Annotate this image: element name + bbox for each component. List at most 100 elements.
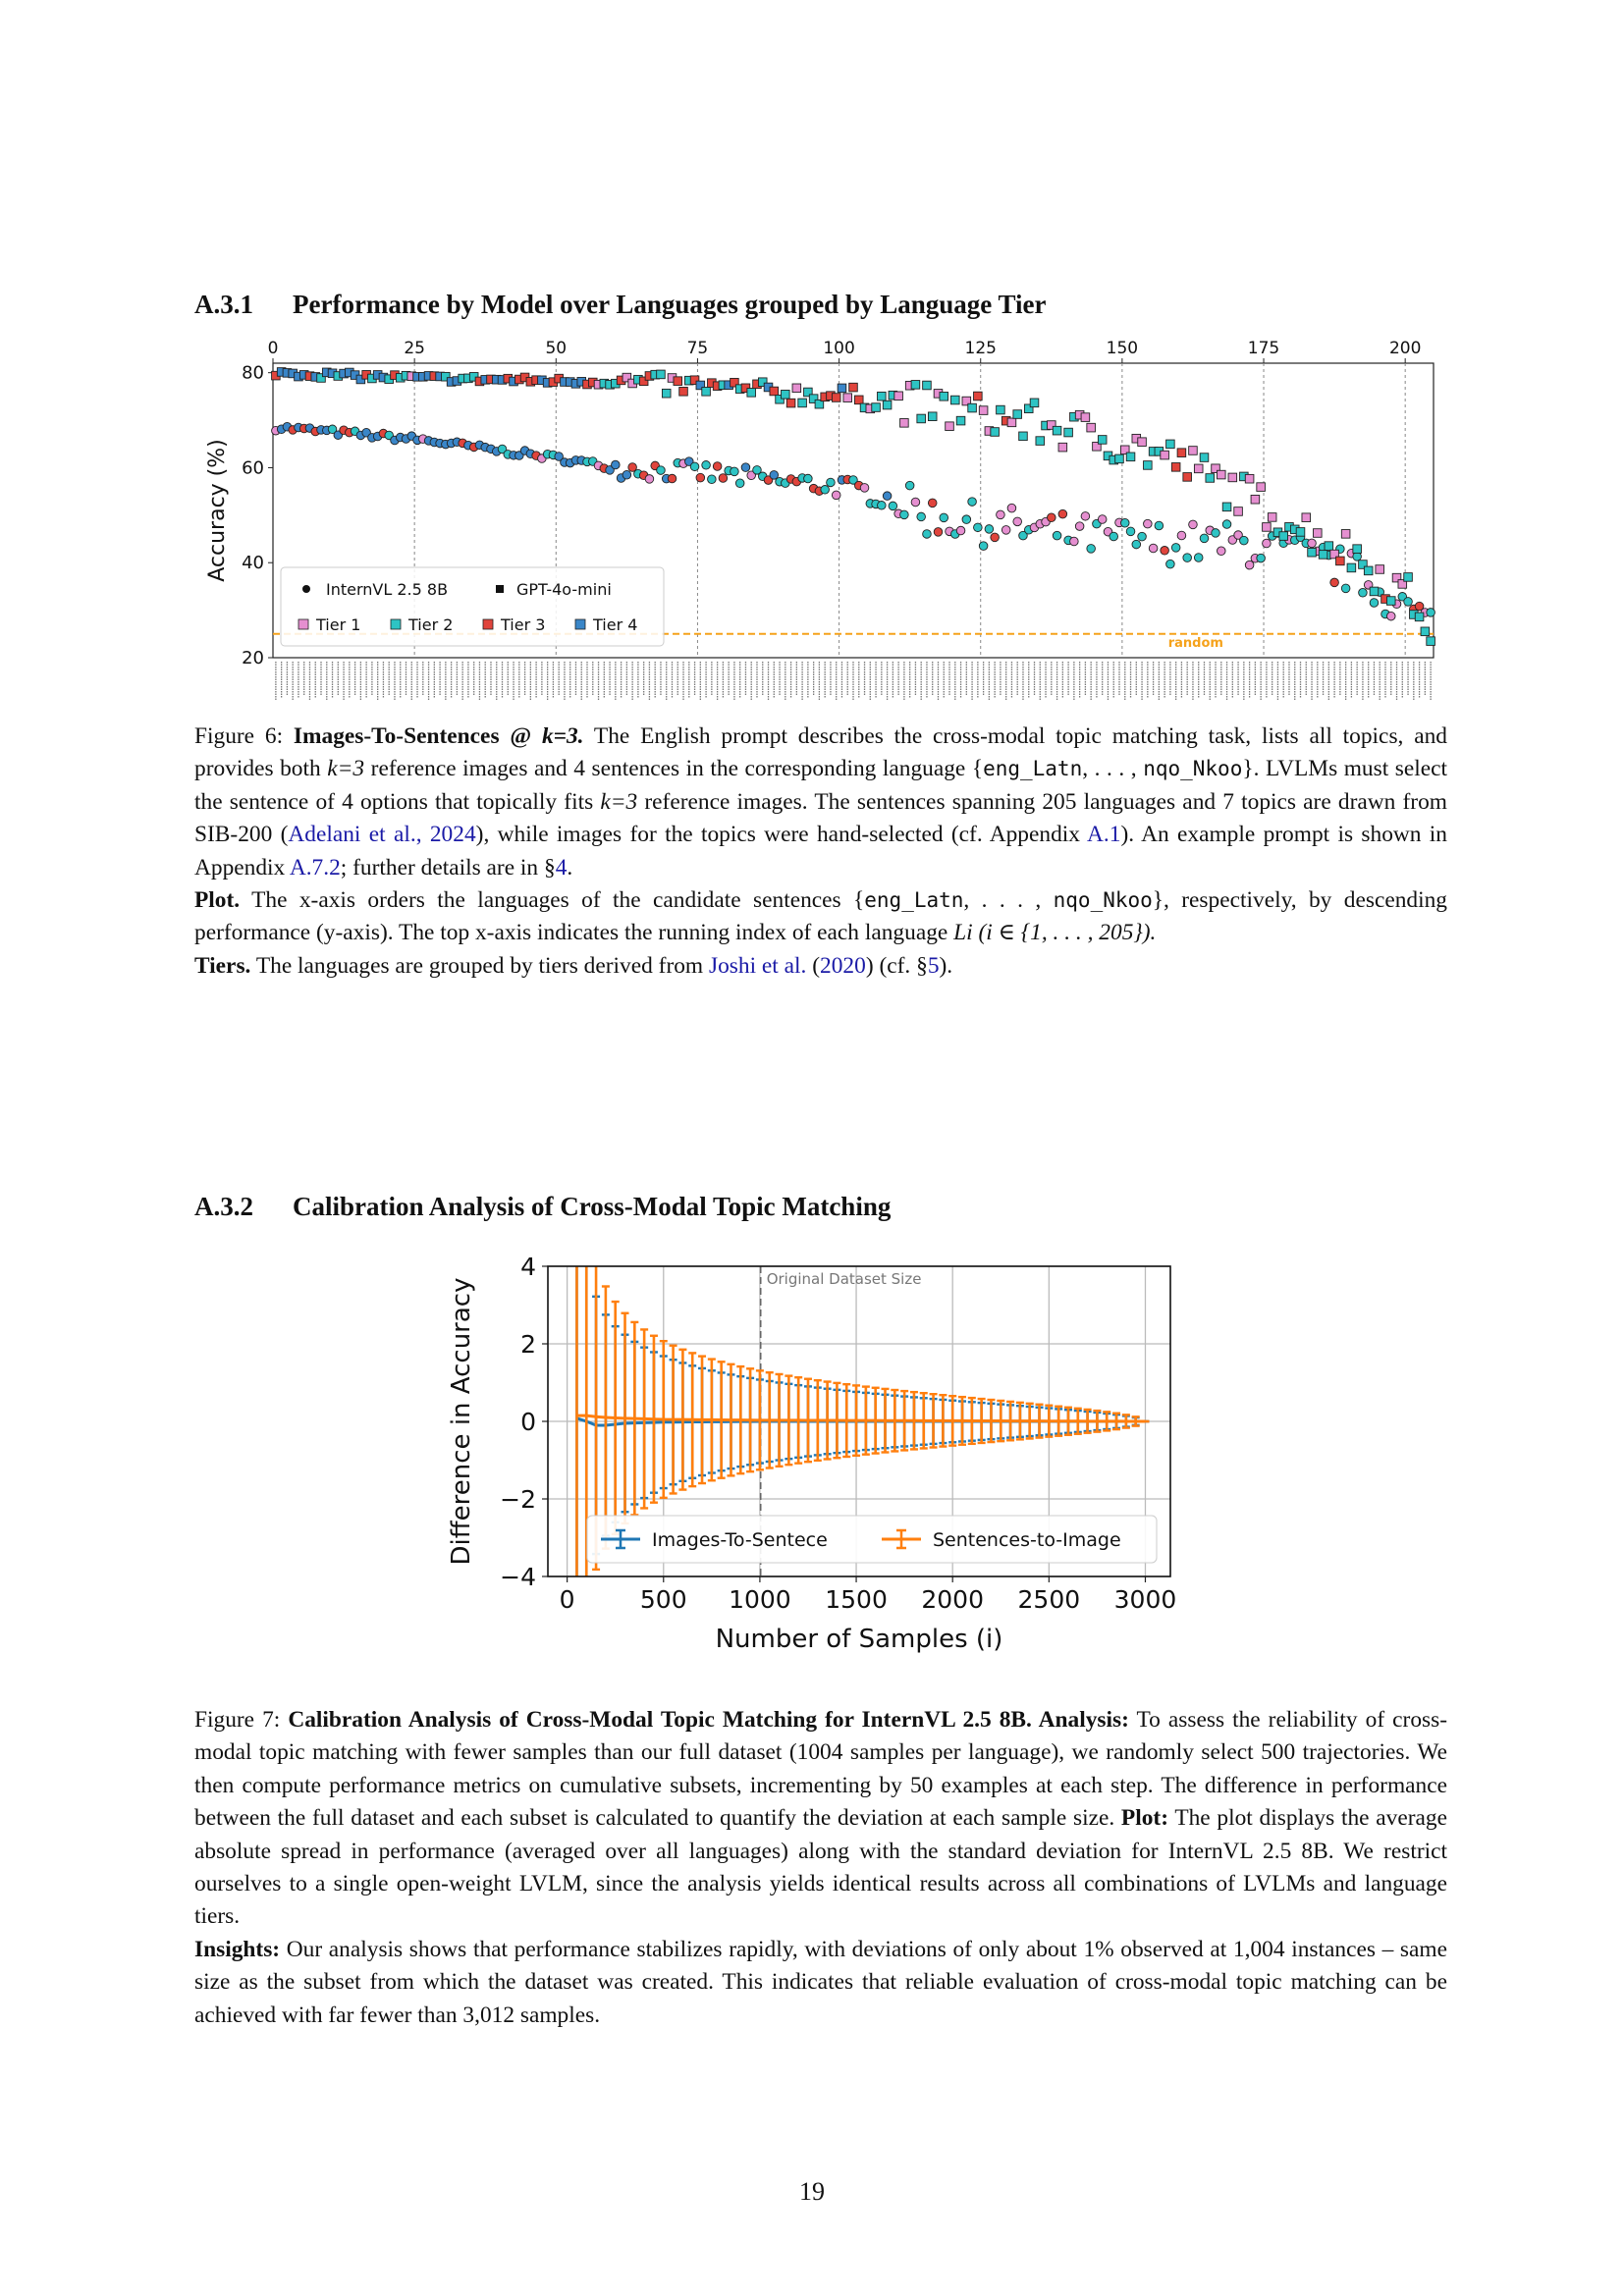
legend-marker-tier bbox=[482, 618, 494, 630]
point-internvl bbox=[1262, 538, 1272, 549]
caption-math: Li (i ∈ {1, . . . , 205}). bbox=[953, 920, 1157, 946]
point-gpt4omini bbox=[1012, 409, 1022, 419]
citation-link[interactable]: 2020 bbox=[820, 952, 866, 979]
point-gpt4omini bbox=[1221, 502, 1232, 512]
top-tick-label: 150 bbox=[1107, 339, 1138, 358]
point-gpt4omini bbox=[899, 418, 909, 428]
point-internvl bbox=[803, 473, 813, 484]
y-tick-label: 40 bbox=[242, 553, 264, 573]
point-gpt4omini bbox=[1397, 579, 1408, 589]
top-tick-label: 125 bbox=[965, 339, 997, 358]
point-gpt4omini bbox=[757, 377, 768, 387]
y-axis-label: Difference in Accuracy bbox=[447, 1278, 476, 1566]
point-internvl bbox=[1120, 518, 1130, 528]
point-internvl bbox=[1109, 531, 1118, 542]
point-internvl bbox=[644, 474, 655, 484]
point-internvl bbox=[1307, 538, 1317, 549]
series-line-1 bbox=[576, 1414, 1146, 1423]
point-internvl bbox=[1217, 546, 1226, 556]
caption-code: eng_Latn bbox=[983, 757, 1083, 781]
point-gpt4omini bbox=[1346, 562, 1357, 573]
point-gpt4omini bbox=[1120, 445, 1130, 455]
point-internvl bbox=[611, 459, 621, 470]
point-gpt4omini bbox=[1029, 398, 1040, 408]
point-gpt4omini bbox=[1086, 422, 1096, 433]
point-internvl bbox=[877, 501, 887, 510]
section-title: Performance by Model over Languages grou… bbox=[293, 290, 1047, 319]
top-tick-label: 175 bbox=[1248, 339, 1279, 358]
point-gpt4omini bbox=[973, 391, 983, 401]
appendix-link[interactable]: A.7.2 bbox=[289, 854, 341, 881]
point-internvl bbox=[978, 541, 989, 551]
caption-text: , . . . , bbox=[1082, 756, 1144, 782]
point-gpt4omini bbox=[1250, 494, 1261, 505]
x-tick-label: 2500 bbox=[1018, 1585, 1081, 1614]
y-tick-label: −2 bbox=[500, 1485, 536, 1514]
point-internvl bbox=[712, 461, 723, 471]
top-tick-label: 0 bbox=[268, 339, 279, 358]
point-gpt4omini bbox=[1324, 541, 1334, 551]
caption-text: ), while images for the topics were hand… bbox=[475, 822, 1087, 848]
y-tick-label: 0 bbox=[520, 1408, 536, 1436]
point-internvl bbox=[899, 509, 909, 520]
point-internvl bbox=[967, 497, 977, 507]
point-internvl bbox=[740, 462, 751, 472]
citation-link[interactable]: Adelani et al., 2024 bbox=[288, 822, 476, 848]
appendix-link[interactable]: A.1 bbox=[1087, 822, 1121, 848]
point-gpt4omini bbox=[797, 398, 807, 408]
page-number: 19 bbox=[799, 2177, 825, 2206]
citation-link[interactable]: Joshi et al. bbox=[708, 952, 807, 979]
x-axis-label: Number of Samples (i) bbox=[716, 1625, 1003, 1654]
point-internvl bbox=[961, 514, 972, 524]
point-gpt4omini bbox=[1080, 412, 1091, 422]
section-link[interactable]: 4 bbox=[555, 854, 568, 881]
caption-text: To assess the reliability of cross-modal… bbox=[194, 1707, 1448, 1832]
y-tick-label: 4 bbox=[520, 1253, 536, 1281]
point-internvl bbox=[1052, 530, 1062, 541]
legend-label: Sentences-to-Image bbox=[933, 1529, 1121, 1551]
point-internvl bbox=[327, 424, 338, 435]
caption-math: k=3 bbox=[327, 756, 365, 782]
point-internvl bbox=[1340, 583, 1351, 594]
point-gpt4omini bbox=[1426, 636, 1435, 646]
caption-text: The x-axis orders the languages of the c… bbox=[240, 887, 865, 914]
section-link[interactable]: 5 bbox=[927, 952, 940, 979]
x-tick-label: 3000 bbox=[1114, 1585, 1177, 1614]
point-gpt4omini bbox=[1278, 531, 1288, 541]
caption-text: ). bbox=[939, 952, 953, 979]
point-internvl bbox=[904, 480, 915, 491]
top-tick-label: 100 bbox=[823, 339, 854, 358]
point-gpt4omini bbox=[978, 405, 989, 415]
point-internvl bbox=[1148, 543, 1159, 554]
point-gpt4omini bbox=[689, 375, 700, 385]
point-internvl bbox=[1221, 519, 1232, 529]
point-internvl bbox=[1211, 528, 1220, 538]
point-internvl bbox=[1165, 559, 1175, 569]
point-internvl bbox=[746, 470, 756, 481]
point-internvl bbox=[1256, 553, 1266, 563]
point-gpt4omini bbox=[893, 391, 903, 401]
point-gpt4omini bbox=[1363, 565, 1374, 576]
point-gpt4omini bbox=[673, 376, 683, 386]
point-gpt4omini bbox=[990, 427, 1000, 437]
point-internvl bbox=[769, 470, 780, 480]
point-internvl bbox=[1006, 503, 1017, 513]
point-internvl bbox=[730, 466, 739, 477]
point-internvl bbox=[1199, 533, 1210, 544]
top-tick-label: 75 bbox=[687, 339, 709, 358]
point-gpt4omini bbox=[1160, 450, 1169, 460]
point-internvl bbox=[910, 497, 921, 507]
point-internvl bbox=[1137, 531, 1147, 542]
point-gpt4omini bbox=[1205, 473, 1215, 483]
point-gpt4omini bbox=[916, 413, 926, 424]
point-gpt4omini bbox=[746, 388, 756, 398]
point-internvl bbox=[1188, 519, 1198, 530]
x-tick-label: 1500 bbox=[825, 1585, 888, 1614]
point-gpt4omini bbox=[1092, 442, 1102, 452]
point-gpt4omini bbox=[842, 393, 852, 402]
caption-analysis-label: Analysis: bbox=[1031, 1707, 1129, 1733]
point-gpt4omini bbox=[1137, 437, 1147, 447]
point-internvl bbox=[1086, 544, 1096, 554]
point-gpt4omini bbox=[769, 386, 780, 397]
point-internvl bbox=[882, 491, 893, 501]
